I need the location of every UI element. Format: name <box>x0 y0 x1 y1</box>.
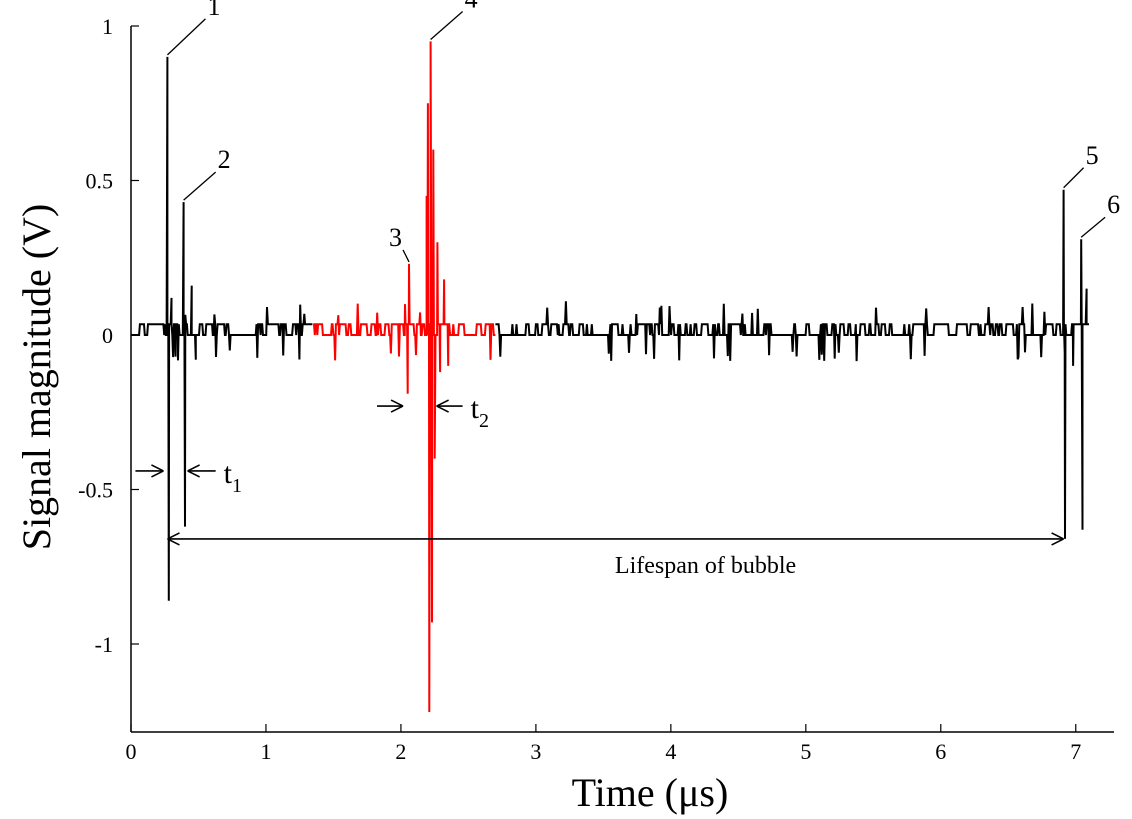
marker-label-2: 2 <box>218 145 231 174</box>
y-tick-label: 1 <box>102 14 113 39</box>
signal-trace <box>313 41 496 713</box>
x-tick-label: 4 <box>665 739 676 764</box>
t1-label: t1 <box>224 457 242 497</box>
y-tick-label: 0.5 <box>86 169 114 194</box>
x-axis-label: Time (μs) <box>572 770 729 815</box>
x-tick-label: 7 <box>1070 739 1081 764</box>
marker-leader-2 <box>183 171 217 201</box>
series-1 <box>131 56 1089 601</box>
x-tick-label: 3 <box>530 739 541 764</box>
y-tick-label: -1 <box>95 632 113 657</box>
marker-label-3: 3 <box>389 223 402 252</box>
axes: 0 1 2 3 4 5 6 7 -1 -0.5 0 0.5 1 <box>78 14 1114 764</box>
x-tick-label: 5 <box>800 739 811 764</box>
marker-leader-6 <box>1080 216 1106 238</box>
lifespan-label: Lifespan of bubble <box>615 553 796 579</box>
t2-right-arrowhead <box>436 399 449 413</box>
signal-trace <box>131 56 313 601</box>
t2-label: t2 <box>471 392 489 432</box>
x-tick-label: 0 <box>126 739 137 764</box>
marker-label-4: 4 <box>465 0 478 13</box>
t1-subscript: 1 <box>232 475 242 497</box>
annotations-layer: 1 2 3 4 56 t1 t2 Lifespan of bubble <box>135 0 1120 579</box>
lifespan-left-arrowhead <box>167 532 180 546</box>
marker-leader-3 <box>402 249 410 263</box>
y-tick-label: -0.5 <box>78 478 113 503</box>
series-2 <box>313 41 496 713</box>
series-layer <box>131 41 1089 713</box>
t2-left-arrowhead <box>390 399 404 413</box>
marker-label-6: 6 <box>1107 190 1120 219</box>
t1-right-arrowhead <box>187 464 200 478</box>
signal-trace <box>495 189 1089 539</box>
x-tick-label: 1 <box>260 739 271 764</box>
marker-leader-5 <box>1063 167 1085 189</box>
y-tick-label: 0 <box>102 323 113 348</box>
lifespan-right-arrowhead <box>1051 532 1064 546</box>
marker-leader-1 <box>166 18 206 56</box>
x-tick-label: 6 <box>935 739 946 764</box>
t2-subscript: 2 <box>479 410 489 432</box>
marker-label-5: 5 <box>1086 141 1099 170</box>
t1-left-arrowhead <box>151 464 164 478</box>
x-tick-label: 2 <box>395 739 406 764</box>
y-axis-label: Signal magnitude (V) <box>14 204 59 551</box>
marker-label-1: 1 <box>207 0 220 21</box>
marker-leader-4 <box>430 10 464 40</box>
